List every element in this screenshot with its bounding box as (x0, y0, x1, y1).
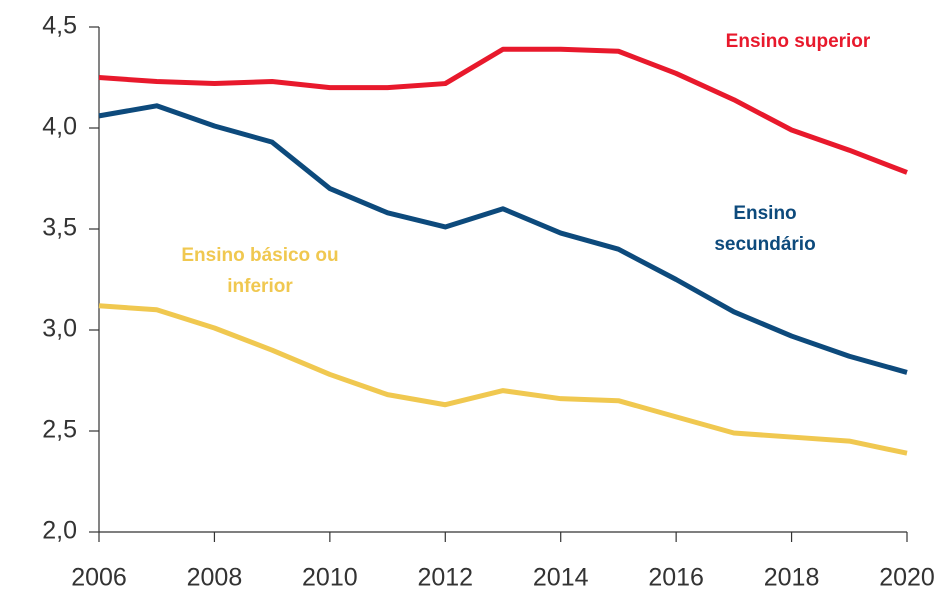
x-tick-label: 2010 (302, 564, 358, 592)
x-tick-label: 2006 (71, 564, 127, 592)
series-label-line: Ensino básico ou (181, 245, 338, 266)
x-tick-label: 2018 (764, 564, 820, 592)
y-tick-label: 4,5 (42, 12, 77, 40)
series-label: Ensino básico ou inferior (181, 245, 338, 297)
series-label: Ensino secundário (714, 203, 815, 255)
y-tick-label: 3,5 (42, 214, 77, 242)
y-tick-label: 3,0 (42, 315, 77, 343)
series-label-line: Ensino (733, 203, 796, 224)
series-line (98, 303, 908, 456)
series-label-line: secundário (714, 234, 815, 255)
series-label: Ensino superior (726, 31, 871, 52)
series-label-line: inferior (227, 276, 293, 297)
series-line (98, 103, 908, 375)
x-tick-label: 2016 (648, 564, 704, 592)
x-tick-label: 2008 (187, 564, 243, 592)
x-tick-label: 2014 (533, 564, 589, 592)
y-tick-label: 4,0 (42, 113, 77, 141)
series-line (98, 46, 908, 175)
x-tick-label: 2012 (417, 564, 473, 592)
x-tick-label: 2020 (879, 564, 935, 592)
y-tick-label: 2,5 (42, 416, 77, 444)
y-tick-label: 2,0 (42, 517, 77, 545)
